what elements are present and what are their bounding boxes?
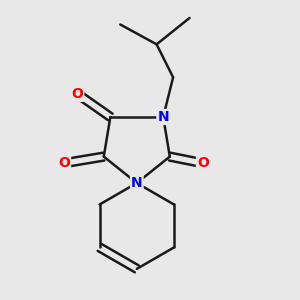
- Text: N: N: [158, 110, 169, 124]
- Text: O: O: [58, 156, 70, 170]
- Text: O: O: [197, 156, 209, 170]
- Text: N: N: [131, 176, 142, 190]
- Text: O: O: [71, 87, 83, 101]
